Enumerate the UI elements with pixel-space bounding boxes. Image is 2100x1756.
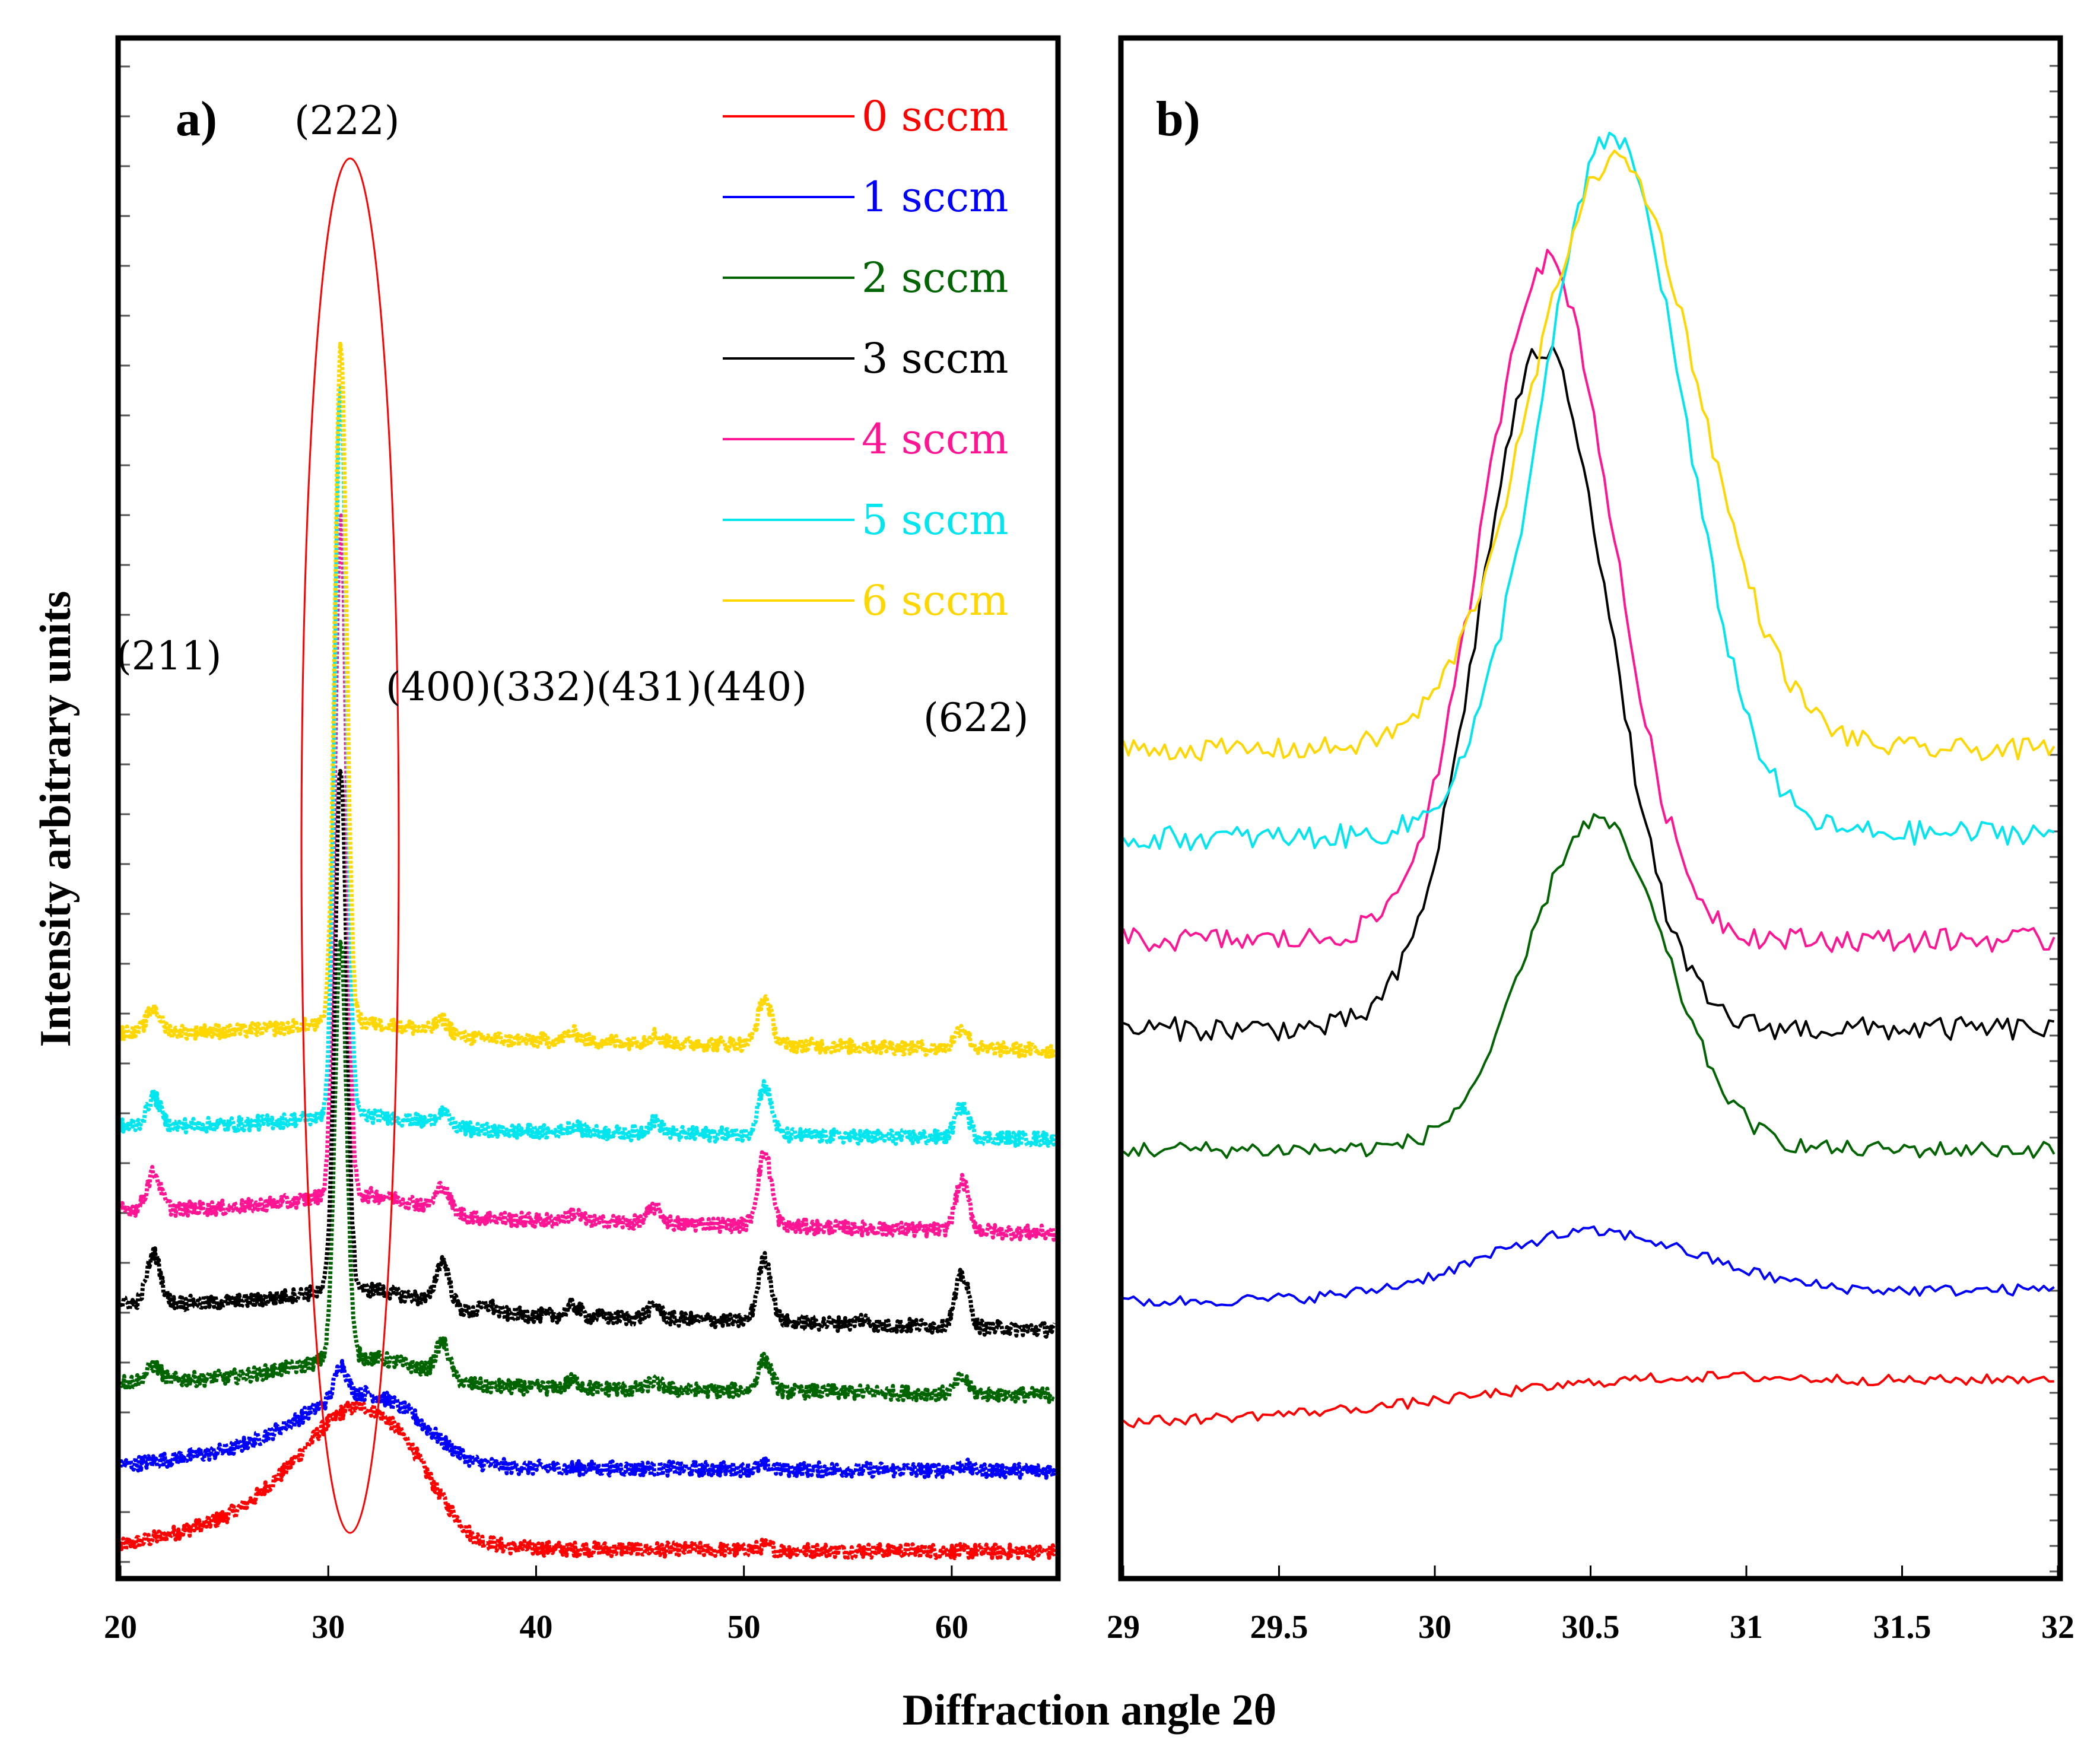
panel-b-x-ticks: 29 29.5 30 30.5 31 31.5 32 (1107, 1566, 2074, 1646)
x-tick-label: 20 (104, 1609, 137, 1646)
series-a-1-sccm (118, 1358, 1057, 1480)
panel-b-frame (1118, 35, 2063, 1582)
series-b-2-sccm (1122, 813, 2055, 1159)
legend-label: 2 sccm (862, 253, 1009, 302)
series-a-5-sccm (118, 383, 1057, 1148)
x-tick-label: 31.5 (1873, 1609, 1931, 1646)
x-tick-label: 31 (1730, 1609, 1763, 1646)
series-a-2-sccm (118, 939, 1056, 1404)
y-axis-title: Intensity arbitrary units (31, 591, 80, 1047)
panel-a-label: a) (176, 91, 217, 147)
series-a-3-sccm (118, 769, 1057, 1339)
panel-b: 29 29.5 30 30.5 31 31.5 32 b) (1107, 35, 2074, 1646)
legend-label: 0 sccm (862, 92, 1009, 141)
panel-a-frame (115, 35, 1061, 1582)
legend-label: 5 sccm (862, 496, 1009, 544)
panel-a-y-ticks (120, 65, 130, 1563)
x-tick-label: 30 (1418, 1609, 1451, 1646)
legend-label: 3 sccm (862, 334, 1009, 383)
series-b-4-sccm (1122, 249, 2055, 953)
series-b-5-sccm (1122, 131, 2055, 852)
legend-label: 6 sccm (862, 576, 1009, 625)
series-b-3-sccm (1123, 345, 2055, 1042)
series-a-6-sccm (118, 341, 1056, 1059)
legend: 0 sccm 1 sccm 2 sccm 3 sccm 4 sccm 5 sccm 6 sc… (723, 92, 1009, 625)
miller-622: (622) (923, 695, 1028, 741)
x-tick-label: 30.5 (1562, 1609, 1620, 1646)
series-b-1-sccm (1123, 1225, 2055, 1307)
x-tick-label: 29 (1107, 1609, 1140, 1646)
peak-222-ellipse (300, 157, 400, 1534)
x-tick-label: 60 (935, 1609, 968, 1646)
panel-a: 20 30 40 50 60 a) (222) (211) (400)(332)(431… (104, 35, 1061, 1646)
x-tick-label: 30 (312, 1609, 345, 1646)
panel-b-series-group (1122, 131, 2055, 1428)
panel-b-y-ticks (2050, 65, 2058, 1573)
miller-222: (222) (294, 98, 399, 144)
panel-a-x-ticks: 20 30 40 50 60 (104, 1566, 968, 1646)
miller-211: (211) (116, 633, 221, 679)
series-b-0-sccm (1122, 1371, 2054, 1428)
panel-a-series-group (118, 341, 1057, 1561)
x-tick-label: 32 (2041, 1609, 2074, 1646)
series-a-0-sccm (118, 1399, 1057, 1561)
series-b-6-sccm (1122, 150, 2055, 762)
x-tick-label: 40 (519, 1609, 552, 1646)
miller-400-332-431-440: (400)(332)(431)(440) (386, 664, 807, 710)
x-tick-label: 50 (727, 1609, 761, 1646)
x-axis-title: Diffraction angle 2θ (903, 1686, 1277, 1735)
panel-b-label: b) (1156, 91, 1200, 147)
series-a-4-sccm (118, 513, 1057, 1242)
legend-label: 1 sccm (862, 173, 1009, 221)
legend-label: 4 sccm (862, 415, 1009, 463)
x-tick-label: 29.5 (1250, 1609, 1308, 1646)
